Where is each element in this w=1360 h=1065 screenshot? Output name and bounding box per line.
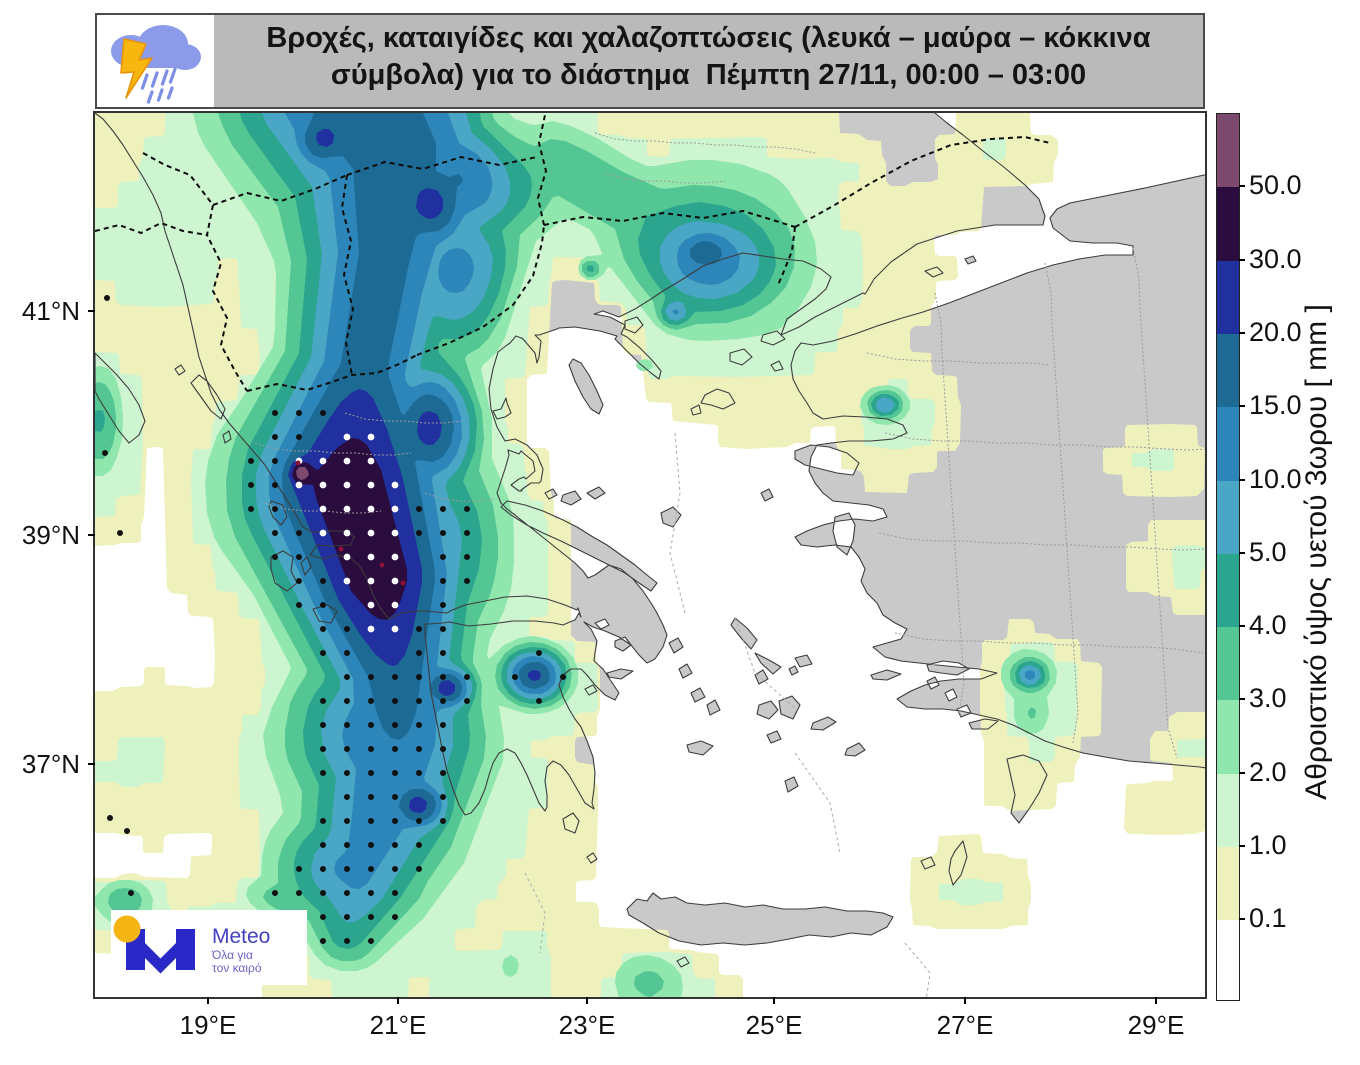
- svg-text:Όλα για: Όλα για: [211, 948, 253, 962]
- svg-text:τον καιρό: τον καιρό: [212, 961, 262, 975]
- svg-text:Meteo: Meteo: [212, 925, 270, 948]
